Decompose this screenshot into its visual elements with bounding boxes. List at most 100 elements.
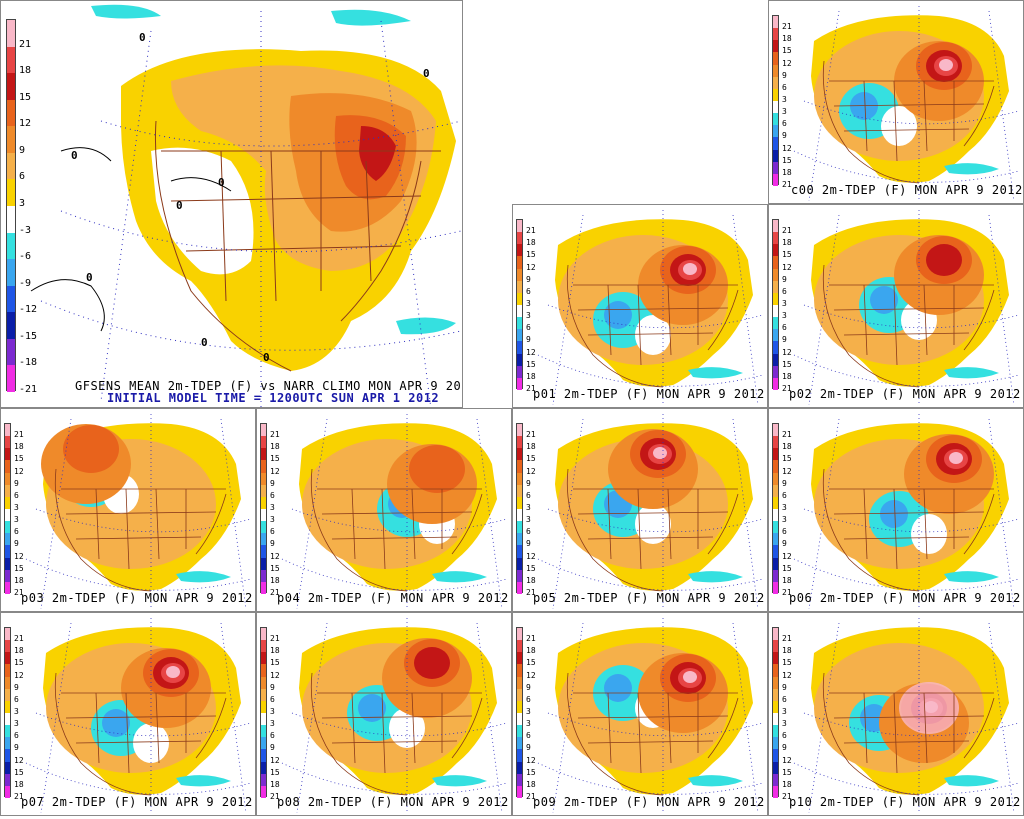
legend-swatch — [773, 329, 778, 342]
legend-tick-label: 12 — [270, 670, 280, 680]
member-caption-p07: p07 2m-TDEP (F) MON APR 9 2012 — [21, 795, 253, 809]
legend-tick-label: -18 — [19, 357, 38, 369]
caribbean-patch — [432, 571, 487, 583]
legend-tick-label: 9 — [526, 335, 531, 345]
legend-swatch — [261, 737, 266, 750]
legend-swatch — [261, 460, 266, 473]
legend-swatch — [517, 256, 522, 269]
legend-tick-label: 9 — [782, 682, 787, 692]
legend-swatch — [517, 220, 522, 233]
boundaries — [822, 672, 995, 796]
caribbean-patch — [688, 571, 743, 583]
main-subcaption: INITIAL MODEL TIME = 1200UTC SUN APR 1 2… — [107, 391, 440, 405]
legend-swatch — [517, 353, 522, 366]
legend-swatch — [5, 448, 10, 461]
minus9-region — [102, 709, 130, 737]
legend-tick-label: 3 — [19, 198, 26, 209]
caribbean-patch — [176, 775, 231, 787]
legend-swatch — [261, 700, 266, 713]
member-temperature-departure-map — [793, 210, 1020, 406]
legend-swatch — [517, 365, 522, 378]
legend-tick-label: 3 — [782, 515, 787, 525]
legend-swatch — [773, 220, 778, 233]
legend-tick-label: 12 — [526, 347, 536, 357]
legend-tick-label: 21 — [526, 792, 536, 801]
member-panel-p04: 21 18 15 12 9 6 3 3 6 9 12 15 18 21 p04 2m-TDEP (F) MO… — [256, 408, 512, 612]
legend-swatch — [517, 713, 522, 726]
member-temperature-departure-map — [25, 618, 252, 814]
legend-swatch — [5, 424, 10, 437]
legend-tick-label: 21 — [14, 588, 24, 597]
legend-tick-label: 15 — [526, 359, 536, 369]
legend-swatch — [773, 161, 778, 174]
legend-swatch — [261, 628, 266, 641]
legend-swatch — [517, 533, 522, 546]
legend-swatch — [517, 317, 522, 330]
legend-tick-label: 6 — [14, 731, 19, 741]
legend-swatch — [7, 365, 15, 392]
legend-swatch — [517, 377, 522, 390]
legend-tick-label: 9 — [270, 743, 275, 753]
legend-swatch — [517, 640, 522, 653]
plus21-region — [683, 263, 697, 275]
legend-tick-label: 18 — [782, 238, 792, 248]
legend-tick-label: 6 — [526, 694, 531, 704]
neutral-region — [911, 514, 947, 554]
legend-swatch — [261, 785, 266, 798]
legend-tick-label: 21 — [782, 588, 792, 597]
plus21-region — [166, 666, 180, 678]
legend-tick-label: 3 — [14, 707, 19, 716]
legend-tick-label: 18 — [270, 779, 280, 789]
legend-swatch — [5, 773, 10, 786]
member-panel-c00: 21 18 15 12 9 6 3 3 6 9 12 15 18 21 c00 2m-TDEP (F) MO… — [768, 0, 1024, 204]
legend-swatch — [5, 640, 10, 653]
legend-tick-label: 15 — [526, 563, 536, 573]
legend-tick-label: 18 — [270, 646, 280, 656]
legend-swatch — [773, 436, 778, 449]
legend-swatch — [5, 569, 10, 582]
legend-swatch — [5, 725, 10, 738]
legend-tick-label: 18 — [19, 65, 32, 77]
legend-tick-label: 18 — [526, 575, 536, 585]
legend-tick-label: 15 — [270, 454, 280, 464]
legend-tick-label: 18 — [14, 779, 24, 789]
legend-tick-label: 9 — [270, 478, 275, 488]
legend-tick-label: 6 — [782, 731, 787, 741]
legend-swatch — [261, 569, 266, 582]
legend-tick-label: 9 — [270, 539, 275, 549]
legend-swatch — [773, 472, 778, 485]
boundaries — [310, 672, 483, 796]
member-panel-p02: 21 18 15 12 9 6 3 3 6 9 12 15 18 21 p02 2m-TDEP (F) MO… — [768, 204, 1024, 408]
legend-swatch — [5, 460, 10, 473]
legend-swatch — [773, 509, 778, 522]
member-color-legend — [260, 423, 267, 594]
legend-swatch — [773, 353, 778, 366]
legend-tick-label: 9 — [782, 478, 787, 488]
legend-swatch — [261, 713, 266, 726]
legend-tick-label: 15 — [782, 563, 792, 573]
graticule — [793, 618, 1020, 814]
legend-swatch — [261, 676, 266, 689]
legend-tick-label: 9 — [526, 539, 531, 549]
member-temperature-departure-map — [537, 618, 764, 814]
legend-swatch — [5, 761, 10, 774]
graticule — [793, 210, 1020, 406]
legend-swatch — [7, 20, 15, 47]
legend-swatch — [517, 460, 522, 473]
legend-swatch — [5, 581, 10, 594]
member-color-legend — [772, 219, 779, 390]
legend-tick-label: 6 — [526, 490, 531, 500]
legend-tick-label: 21 — [270, 588, 280, 597]
member-panel-p01: 21 18 15 12 9 6 3 3 6 9 12 15 18 21 p01 2m-TDEP (F) MO… — [512, 204, 768, 408]
legend-tick-label: 6 — [782, 490, 787, 500]
legend-tick-label: 3 — [782, 107, 787, 117]
legend-tick-label: 18 — [526, 442, 536, 452]
member-temperature-departure-map — [793, 414, 1020, 610]
legend-tick-label: 3 — [14, 719, 19, 729]
legend-tick-label: 9 — [526, 478, 531, 488]
legend-tick-label: 12 — [782, 347, 792, 357]
plus15-region — [926, 244, 962, 276]
legend-swatch — [773, 232, 778, 245]
legend-tick-label: 9 — [526, 274, 531, 284]
legend-tick-label: 18 — [782, 34, 792, 44]
